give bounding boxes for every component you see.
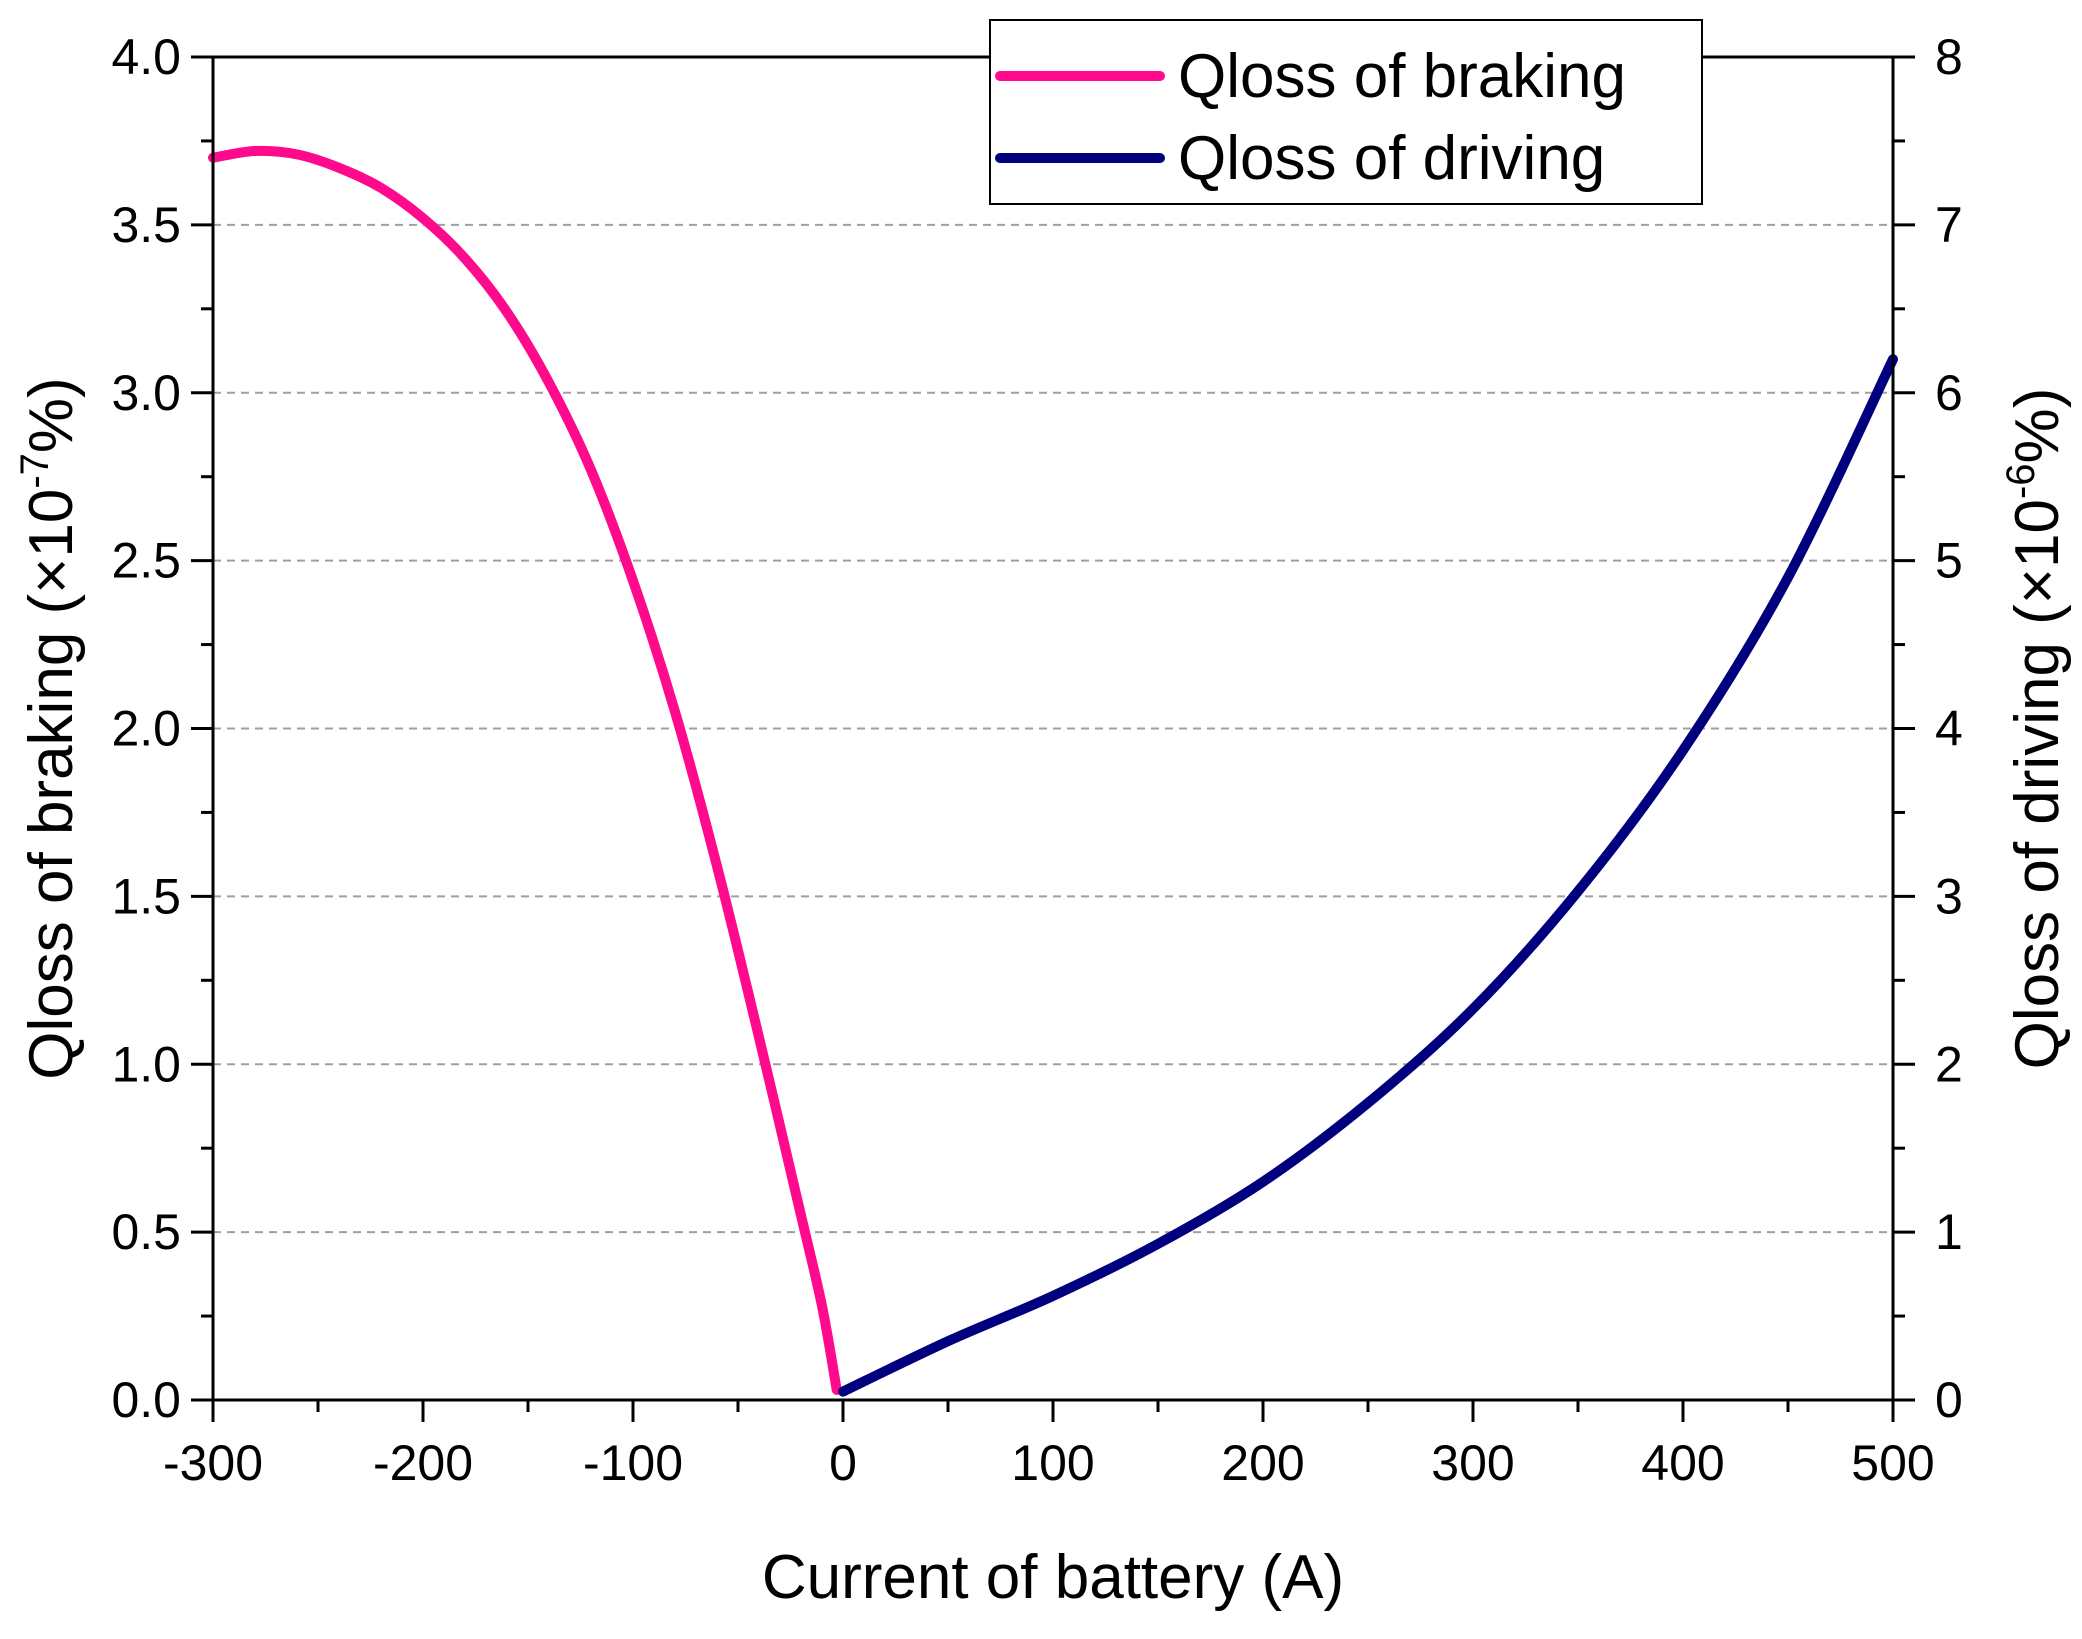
series-line-braking xyxy=(208,145,842,1395)
legend-box xyxy=(989,19,1703,205)
y-axis-left-title: Qloss of braking (×10-7%) xyxy=(13,377,86,1079)
y-axis-right-title-suffix: %) xyxy=(2003,388,2072,464)
x-tick-label: 200 xyxy=(1221,1435,1304,1491)
series-lines xyxy=(208,145,1898,1397)
y-left-tick-label: 0.0 xyxy=(111,1372,181,1428)
legend: Qloss of braking Qloss of driving xyxy=(989,19,1703,205)
y-right-tick-label: 0 xyxy=(1935,1372,1963,1428)
y-left-tick-label: 0.5 xyxy=(111,1204,181,1260)
y-left-tick-label: 1.5 xyxy=(111,868,181,924)
y-axis-right-title-exponent: -6 xyxy=(1999,463,2043,499)
y-axis-right-title-text: Qloss of driving (×10 xyxy=(2003,499,2072,1069)
legend-label-driving: Qloss of driving xyxy=(1178,124,1605,193)
y-axis-left-title-exponent: -7 xyxy=(13,453,57,489)
x-tick-label: 400 xyxy=(1641,1435,1724,1491)
y-axis-left-title-text: Qloss of braking (×10 xyxy=(17,489,86,1080)
y-right-tick-label: 7 xyxy=(1935,197,1963,253)
y-right-tick-label: 6 xyxy=(1935,365,1963,421)
x-tick-label: 500 xyxy=(1851,1435,1934,1491)
y-right-tick-label: 5 xyxy=(1935,533,1963,589)
y-axis-right-title: Qloss of driving (×10-6%) xyxy=(1999,388,2072,1070)
x-tick-label: 0 xyxy=(829,1435,857,1491)
y-right-tick-label: 2 xyxy=(1935,1036,1963,1092)
x-axis-title: Current of battery (A) xyxy=(762,1543,1344,1612)
x-tick-label: -200 xyxy=(373,1435,473,1491)
y-right-tick-label: 8 xyxy=(1935,29,1963,85)
axis-ticks xyxy=(191,55,1915,1422)
series-line-driving xyxy=(838,354,1898,1397)
x-tick-label: -100 xyxy=(583,1435,683,1491)
y-left-tick-label: 2.5 xyxy=(111,533,181,589)
y-right-tick-label: 1 xyxy=(1935,1204,1963,1260)
y-left-tick-label: 4.0 xyxy=(111,29,181,85)
grid xyxy=(213,56,1893,1234)
x-tick-label: 300 xyxy=(1431,1435,1514,1491)
y-right-tick-label: 3 xyxy=(1935,868,1963,924)
y-left-tick-label: 1.0 xyxy=(111,1036,181,1092)
x-tick-label: -300 xyxy=(163,1435,263,1491)
y-left-tick-label: 3.5 xyxy=(111,197,181,253)
y-right-tick-label: 4 xyxy=(1935,701,1963,757)
legend-label-braking: Qloss of braking xyxy=(1178,42,1626,111)
y-left-tick-label: 3.0 xyxy=(111,365,181,421)
y-left-tick-label: 2.0 xyxy=(111,701,181,757)
tick-labels: -300 -200 -100 0 100 200 300 400 500 0.0 0.5 1.0 1.5… xyxy=(111,29,1962,1491)
x-tick-label: 100 xyxy=(1011,1435,1094,1491)
y-axis-left-title-suffix: %) xyxy=(17,377,86,453)
